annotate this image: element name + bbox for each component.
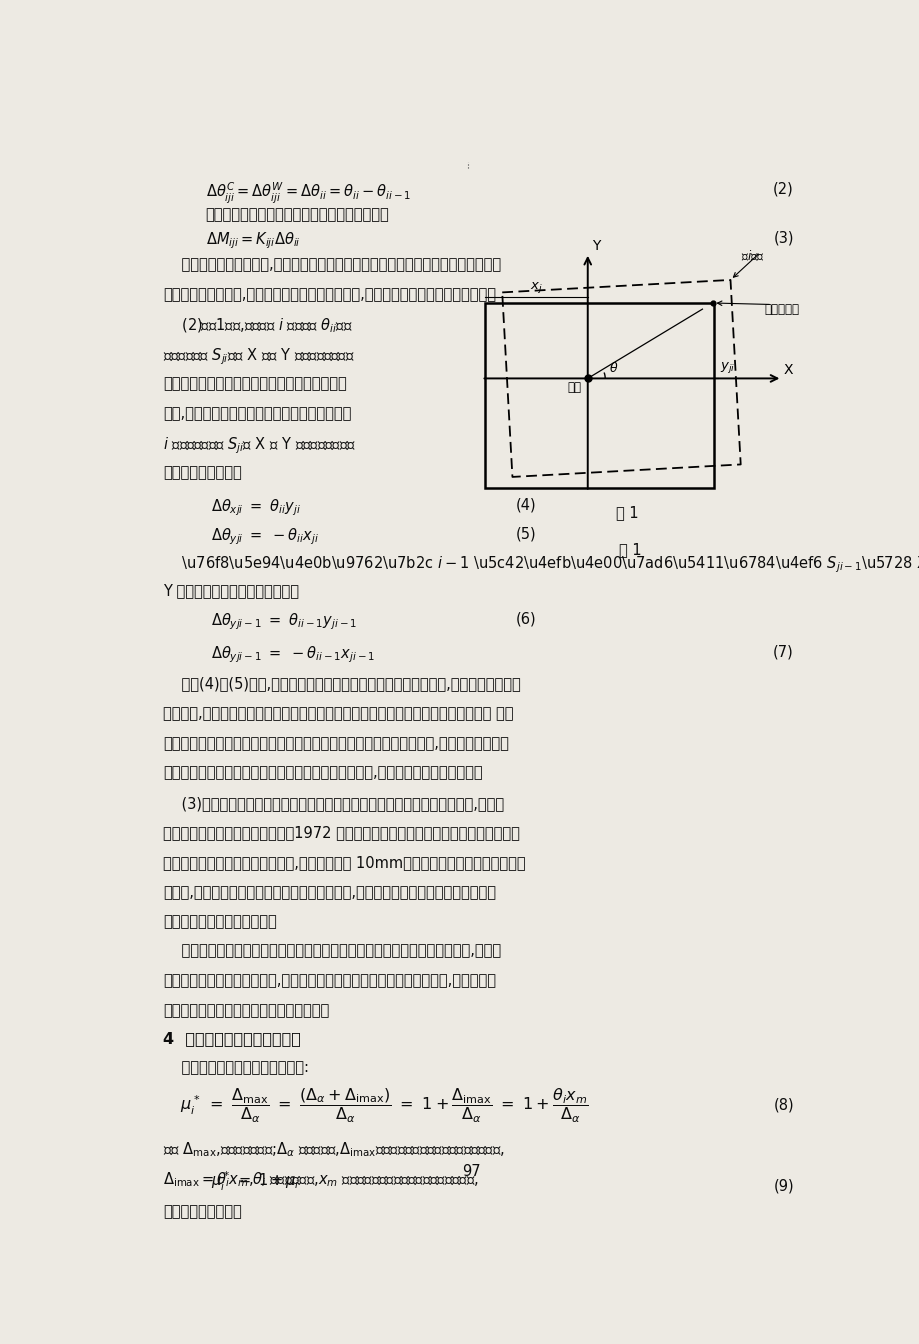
Text: 或是沿该竖向构件两个主轴受力方向相应的水平: 或是沿该竖向构件两个主轴受力方向相应的水平 (163, 376, 346, 391)
Text: 4  对扭转位移比的控制的讨论: 4 对扭转位移比的控制的讨论 (163, 1031, 301, 1046)
Text: $y_{ji}$: $y_{ji}$ (720, 360, 735, 375)
Text: $\theta$: $\theta$ (608, 362, 618, 375)
Text: \u76f8\u5e94\u4e0b\u9762\u7b2c $i-1$ \u5c42\u4efb\u4e00\u7ad6\u5411\u6784\u4ef6 : \u76f8\u5e94\u4e0b\u9762\u7b2c $i-1$ \u5… (163, 554, 919, 575)
Text: (7): (7) (772, 645, 793, 660)
Text: 用下楼层层间扭转角,则对于减小各竖向构件的扭矩,提高结构的抗扭安全性是有利的。: 用下楼层层间扭转角,则对于减小各竖向构件的扭矩,提高结构的抗扭安全性是有利的。 (163, 288, 495, 302)
Text: (9): (9) (773, 1179, 793, 1193)
Text: 图 1: 图 1 (618, 542, 641, 556)
Text: 位移,它们直接可以通过几何关系方便地求出。第: 位移,它们直接可以通过几何关系方便地求出。第 (163, 406, 351, 421)
Text: (6): (6) (516, 612, 536, 626)
Text: $\Delta\theta_{yji}\ =\ -\theta_{ii}x_{ji}$: $\Delta\theta_{yji}\ =\ -\theta_{ii}x_{j… (210, 527, 319, 547)
Text: 可得新的扭转位移比: 可得新的扭转位移比 (163, 1204, 242, 1219)
Text: $\Delta\theta^C_{iji}=\Delta\theta^W_{iji}=\Delta\theta_{ii}=\theta_{ii}-\theta_: $\Delta\theta^C_{iji}=\Delta\theta^W_{ij… (206, 181, 411, 207)
Text: 盖平面内产生较大的平面内应力。1972 年南美洲马拿瓜地震中中央銀行的严重破坏特征: 盖平面内产生较大的平面内应力。1972 年南美洲马拿瓜地震中中央銀行的严重破坏特… (163, 825, 519, 840)
Text: 强配筋构造等措施予以解决。: 强配筋构造等措施予以解决。 (163, 914, 277, 929)
Text: 的不一致,二者由楼层扭转角引起最边端竖向构件的附加侧移和平均层间位移可能存在 较大: 的不一致,二者由楼层扭转角引起最边端竖向构件的附加侧移和平均层间位移可能存在 较… (163, 706, 513, 720)
Text: 图 1: 图 1 (615, 505, 638, 520)
Bar (485, 302, 713, 488)
Text: 第$i$楼层: 第$i$楼层 (741, 249, 764, 263)
Text: $\Delta M_{iji}=K_{iji}\Delta\theta_{ii}$: $\Delta M_{iji}=K_{iji}\Delta\theta_{ii}… (206, 231, 301, 251)
Text: $\Delta\theta_{xji}\ =\ \theta_{ii}y_{ji}$: $\Delta\theta_{xji}\ =\ \theta_{ii}y_{ji… (210, 497, 301, 517)
Text: Y 方向的由扭转引起的附加位移为: Y 方向的由扭转引起的附加位移为 (163, 583, 299, 598)
Text: (5): (5) (516, 527, 536, 542)
Text: $\Delta\theta_{yji-1}\ =\ \theta_{ii-1}y_{ji-1}$: $\Delta\theta_{yji-1}\ =\ \theta_{ii-1}y… (210, 612, 357, 632)
Text: (3)不对称不规则结构在水平地震作用下楼盖要协调各竖向构件的抗扭受力,将在楼: (3)不对称不规则结构在水平地震作用下楼盖要协调各竖向构件的抗扭受力,将在楼 (163, 796, 504, 810)
Text: 结构时,要注意对楼盖平面内的应力状态进行分析,对应力较大区要采取适当增加板厚加: 结构时,要注意对楼盖平面内的应力状态进行分析,对应力较大区要采取适当增加板厚加 (163, 884, 495, 899)
Text: 扭转位移比的定义可按下式表示:: 扭转位移比的定义可按下式表示: (163, 1060, 309, 1075)
Text: 质心: 质心 (567, 382, 581, 395)
Text: 之一是多层楼盖出现严重斜向裂缝,最大裂缝宽达 10mm。因此在设计明显不对称不规则: 之一是多层楼盖出现严重斜向裂缝,最大裂缝宽达 10mm。因此在设计明显不对称不规… (163, 855, 525, 870)
Text: $x_j$: $x_j$ (529, 281, 542, 296)
Text: 使各竖向构件 $S_{ji}$产生 X 向或 Y 向的附加水平位移: 使各竖向构件 $S_{ji}$产生 X 向或 Y 向的附加水平位移 (163, 347, 355, 367)
Text: 由式(4)、(5)可见,当两个不对称不规则结构的楼层扭转角相同时,由于结构平面尺度: 由式(4)、(5)可见,当两个不对称不规则结构的楼层扭转角相同时,由于结构平面尺… (163, 676, 520, 691)
Text: 起的附加层间位移为: 起的附加层间位移为 (163, 465, 242, 480)
Text: 其中 $\Delta_{\max}$,为边端最大位移;$\Delta_\alpha$ 为平均位移,$\Delta_{\rm imax}$为由结构扭转引起的楼层边: 其中 $\Delta_{\max}$,为边端最大位移;$\Delta_\alph… (163, 1141, 505, 1160)
Text: (3): (3) (773, 231, 793, 246)
Text: X: X (783, 363, 792, 376)
Text: 本节前述楼层层间扭转角将对竖向构件的截面扭矩及附加侧移产生直接影响,因此当: 本节前述楼层层间扭转角将对竖向构件的截面扭矩及附加侧移产生直接影响,因此当 (163, 943, 501, 958)
Text: Y: Y (592, 239, 600, 253)
Text: $\Delta_{\rm imax}=\theta_i x_m$,$\theta_i$ 为层间扭转角,$x_m$ 为楼层结构质心距边端构件的距离。若令,: $\Delta_{\rm imax}=\theta_i x_m$,$\theta… (163, 1171, 478, 1188)
Text: 楼层扭转刚度在竖向有突变时,会对扭转刚度薄弱层产生较大的层间扭转角,所以在抗震: 楼层扭转刚度在竖向有突变时,会对扭转刚度薄弱层产生较大的层间扭转角,所以在抗震 (163, 973, 495, 988)
Text: (2)如图1所示,任一楼层 $i$ 的扭转角 $\theta_{ii}$同时: (2)如图1所示,任一楼层 $i$ 的扭转角 $\theta_{ii}$同时 (163, 317, 352, 335)
Text: 这一扭矩怎样考虑设防,这在以往的设计规范中是没有述及的。如能控制水平地震作: 这一扭矩怎样考虑设防,这在以往的设计规范中是没有述及的。如能控制水平地震作 (163, 258, 501, 273)
Text: 差别。而这种附加位移直接增大了边端竖向构件的总侧移和总层间位移,这与该层扭转角对: 差别。而这种附加位移直接增大了边端竖向构件的总侧移和总层间位移,这与该层扭转角对 (163, 735, 508, 751)
Text: $\mu_i^*\ =\ \dfrac{\Delta_{\max}}{\Delta_\alpha}\ =\ \dfrac{(\Delta_\alpha+\Del: $\mu_i^*\ =\ \dfrac{\Delta_{\max}}{\Delt… (180, 1086, 588, 1125)
Text: 任一竖向构件两端将产生因扭转引起的附加扭矩: 任一竖向构件两端将产生因扭转引起的附加扭矩 (206, 207, 389, 222)
Text: 第竖向构件: 第竖向构件 (764, 302, 799, 316)
Text: 97: 97 (461, 1164, 481, 1179)
Text: (4): (4) (516, 497, 536, 512)
Text: 竖向构件引起扭矩的不利影响组合起来对抗震是不利的,设计中必须加以有效控制。: 竖向构件引起扭矩的不利影响组合起来对抗震是不利的,设计中必须加以有效控制。 (163, 765, 482, 781)
Text: $i$ 层任一竖向构件 $S_{ji}$在 X 和 Y 方向层间扭转角引: $i$ 层任一竖向构件 $S_{ji}$在 X 和 Y 方向层间扭转角引 (163, 435, 356, 456)
Text: (2): (2) (772, 181, 793, 196)
Text: 设计时应对层扭转刚度比给予应有的重视。: 设计时应对层扭转刚度比给予应有的重视。 (163, 1003, 329, 1017)
Text: $\Delta\theta_{yji-1}\ =\ -\theta_{ii-1}x_{ji-1}$: $\Delta\theta_{yji-1}\ =\ -\theta_{ii-1}… (210, 645, 375, 665)
Text: (8): (8) (773, 1098, 793, 1113)
Text: $\mu_i^*\ =\ 1 + \mu_i$: $\mu_i^*\ =\ 1 + \mu_i$ (210, 1169, 300, 1193)
